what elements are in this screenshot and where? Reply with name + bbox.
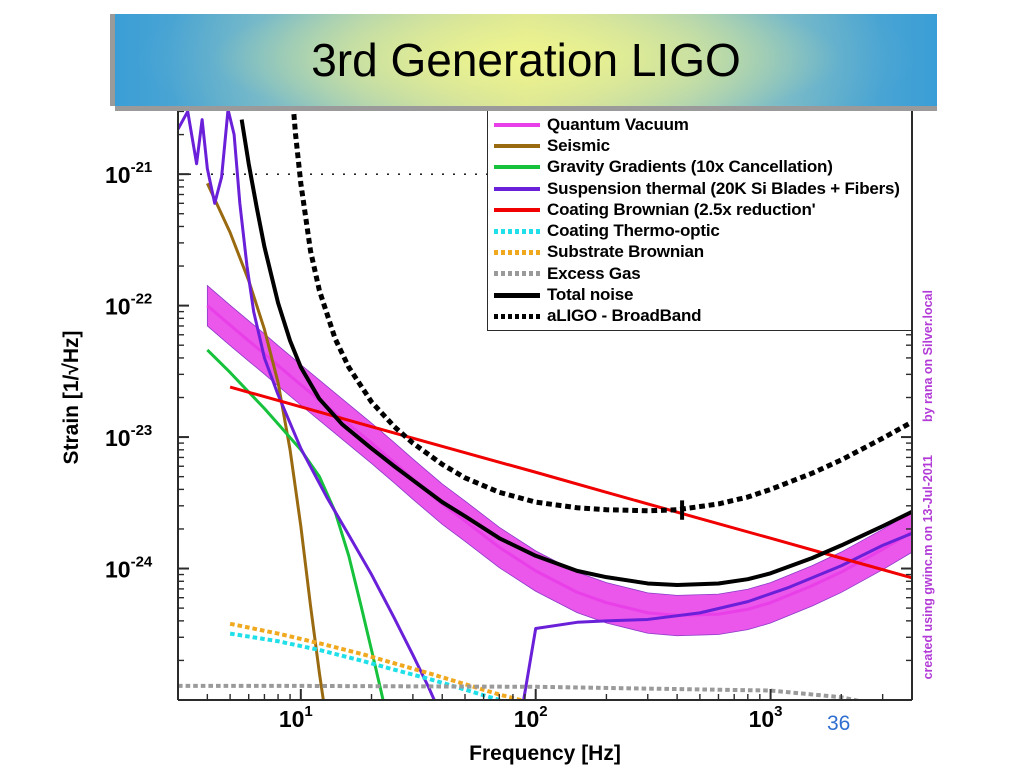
legend-item: Total noise [494,284,911,305]
legend-swatch-icon [494,228,540,234]
y-tick-label: 10-22 [105,291,152,320]
legend-label: Quantum Vacuum [547,114,689,134]
x-axis-label: Frequency [Hz] [469,742,621,765]
legend-item: Gravity Gradients (10x Cancellation) [494,157,911,178]
page-title: 3rd Generation LIGO [311,34,741,86]
legend-item: Seismic [494,135,911,156]
legend-swatch-icon [494,122,540,127]
legend-item: aLIGO - BroadBand [494,306,911,327]
x-tick-label: 102 [514,703,548,732]
tick-labels: 101 102 103 10-21 10-22 10-23 10-24 [105,159,783,732]
series-seismic [205,182,325,700]
slide-title-banner: 3rd Generation LIGO [115,14,937,106]
legend-label: Total noise [547,285,634,305]
legend-item: Coating Thermo-optic [494,220,911,241]
legend-item: Quantum Vacuum [494,114,911,135]
legend-swatch-icon [494,249,540,255]
credit-generator: created using gwinc.m on 13-Jul-2011 [921,455,935,680]
series-aligo-broadband [289,95,912,514]
legend-label: Coating Thermo-optic [547,221,720,241]
legend-item: Substrate Brownian [494,242,911,263]
legend-label: Suspension thermal (20K Si Blades + Fibe… [547,178,900,198]
series-excess-gas [178,683,864,700]
series-suspension-thermal-20k-si-blades-fibers [178,108,912,700]
legend-swatch-icon [494,143,540,148]
series-quantum-vacuum [206,304,912,617]
legend-label: Coating Brownian (2.5x reduction' [547,199,816,219]
y-tick-label: 10-23 [105,422,152,451]
credit-author: by rana on Silver.local [921,290,935,423]
legend-item: Excess Gas [494,263,911,284]
legend-label: aLIGO - BroadBand [547,306,702,326]
legend-label: Substrate Brownian [547,242,704,262]
legend-swatch-icon [494,292,540,298]
series-total-noise [239,119,912,587]
slide-number: 36 [827,712,851,735]
x-tick-label: 101 [279,703,313,732]
legend-swatch-icon [494,165,540,170]
legend-swatch-icon [494,313,540,319]
legend-item: Coating Brownian (2.5x reduction' [494,199,911,220]
legend-label: Excess Gas [547,263,641,283]
x-tick-label: 103 [749,703,783,732]
series-coating-thermo-optic [229,631,509,700]
legend-swatch-icon [494,186,540,191]
y-tick-label: 10-24 [105,554,153,583]
legend-swatch-icon [494,207,540,212]
legend-label: Gravity Gradients (10x Cancellation) [547,157,833,177]
legend-item: Suspension thermal (20K Si Blades + Fibe… [494,178,911,199]
legend-label: Seismic [547,135,610,155]
legend-swatch-icon [494,271,540,277]
chart-legend: Quantum Vacuum Seismic Gravity Gradients (… [487,110,912,331]
y-tick-label: 10-21 [105,159,152,188]
series-substrate-brownian [229,621,526,700]
y-axis-label: Strain [1/√Hz] [60,330,83,464]
